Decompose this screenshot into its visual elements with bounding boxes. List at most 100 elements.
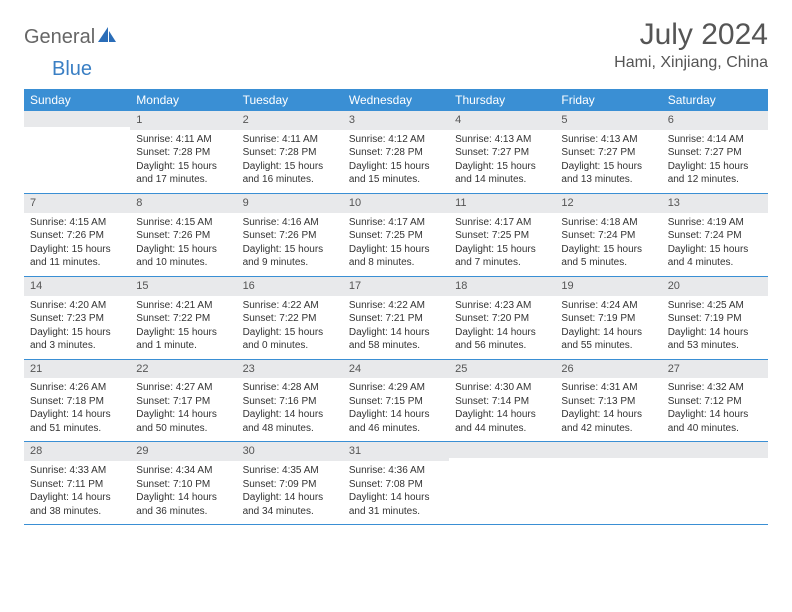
day-body: Sunrise: 4:23 AMSunset: 7:20 PMDaylight:… xyxy=(449,296,555,359)
sunset-text: Sunset: 7:26 PM xyxy=(243,229,337,243)
day-header: Saturday xyxy=(662,89,768,111)
sunset-text: Sunset: 7:28 PM xyxy=(349,146,443,160)
day-body: Sunrise: 4:25 AMSunset: 7:19 PMDaylight:… xyxy=(662,296,768,359)
logo-text-general: General xyxy=(24,26,95,49)
daylight-text: Daylight: 15 hours and 1 minute. xyxy=(136,326,230,353)
sunrise-text: Sunrise: 4:20 AM xyxy=(30,299,124,313)
sunset-text: Sunset: 7:16 PM xyxy=(243,395,337,409)
calendar-week-row: 28Sunrise: 4:33 AMSunset: 7:11 PMDayligh… xyxy=(24,442,768,525)
day-body: Sunrise: 4:28 AMSunset: 7:16 PMDaylight:… xyxy=(237,378,343,441)
sunrise-text: Sunrise: 4:26 AM xyxy=(30,381,124,395)
day-header: Wednesday xyxy=(343,89,449,111)
day-number: 17 xyxy=(343,277,449,296)
day-body: Sunrise: 4:18 AMSunset: 7:24 PMDaylight:… xyxy=(555,213,661,276)
daylight-text: Daylight: 14 hours and 56 minutes. xyxy=(455,326,549,353)
day-header: Monday xyxy=(130,89,236,111)
sunrise-text: Sunrise: 4:30 AM xyxy=(455,381,549,395)
sunrise-text: Sunrise: 4:32 AM xyxy=(668,381,762,395)
day-body: Sunrise: 4:34 AMSunset: 7:10 PMDaylight:… xyxy=(130,461,236,524)
sunset-text: Sunset: 7:10 PM xyxy=(136,478,230,492)
daylight-text: Daylight: 15 hours and 0 minutes. xyxy=(243,326,337,353)
sunset-text: Sunset: 7:19 PM xyxy=(561,312,655,326)
day-body: Sunrise: 4:22 AMSunset: 7:21 PMDaylight:… xyxy=(343,296,449,359)
sunrise-text: Sunrise: 4:22 AM xyxy=(349,299,443,313)
sunrise-text: Sunrise: 4:33 AM xyxy=(30,464,124,478)
calendar-day-cell: 8Sunrise: 4:15 AMSunset: 7:26 PMDaylight… xyxy=(130,193,236,276)
day-number: 26 xyxy=(555,360,661,379)
calendar-day-cell: 23Sunrise: 4:28 AMSunset: 7:16 PMDayligh… xyxy=(237,359,343,442)
daylight-text: Daylight: 14 hours and 40 minutes. xyxy=(668,408,762,435)
day-body: Sunrise: 4:15 AMSunset: 7:26 PMDaylight:… xyxy=(130,213,236,276)
day-number: 10 xyxy=(343,194,449,213)
day-body: Sunrise: 4:13 AMSunset: 7:27 PMDaylight:… xyxy=(449,130,555,193)
calendar-day-cell: 30Sunrise: 4:35 AMSunset: 7:09 PMDayligh… xyxy=(237,442,343,525)
day-number: 24 xyxy=(343,360,449,379)
day-number: 20 xyxy=(662,277,768,296)
day-number: 13 xyxy=(662,194,768,213)
daylight-text: Daylight: 15 hours and 14 minutes. xyxy=(455,160,549,187)
calendar-day-cell: 20Sunrise: 4:25 AMSunset: 7:19 PMDayligh… xyxy=(662,276,768,359)
sunrise-text: Sunrise: 4:35 AM xyxy=(243,464,337,478)
sunrise-text: Sunrise: 4:29 AM xyxy=(349,381,443,395)
day-body: Sunrise: 4:12 AMSunset: 7:28 PMDaylight:… xyxy=(343,130,449,193)
daylight-text: Daylight: 14 hours and 31 minutes. xyxy=(349,491,443,518)
day-number: 6 xyxy=(662,111,768,130)
sunset-text: Sunset: 7:27 PM xyxy=(561,146,655,160)
day-body xyxy=(662,458,768,518)
sunrise-text: Sunrise: 4:31 AM xyxy=(561,381,655,395)
daylight-text: Daylight: 15 hours and 8 minutes. xyxy=(349,243,443,270)
sunset-text: Sunset: 7:21 PM xyxy=(349,312,443,326)
calendar-day-cell: 10Sunrise: 4:17 AMSunset: 7:25 PMDayligh… xyxy=(343,193,449,276)
daylight-text: Daylight: 14 hours and 36 minutes. xyxy=(136,491,230,518)
day-number xyxy=(24,111,130,127)
day-number: 14 xyxy=(24,277,130,296)
day-number: 11 xyxy=(449,194,555,213)
sunrise-text: Sunrise: 4:13 AM xyxy=(561,133,655,147)
daylight-text: Daylight: 15 hours and 15 minutes. xyxy=(349,160,443,187)
sunset-text: Sunset: 7:28 PM xyxy=(243,146,337,160)
calendar-day-cell: 14Sunrise: 4:20 AMSunset: 7:23 PMDayligh… xyxy=(24,276,130,359)
day-body: Sunrise: 4:27 AMSunset: 7:17 PMDaylight:… xyxy=(130,378,236,441)
sunrise-text: Sunrise: 4:15 AM xyxy=(136,216,230,230)
sunset-text: Sunset: 7:12 PM xyxy=(668,395,762,409)
month-title: July 2024 xyxy=(614,18,768,52)
sunrise-text: Sunrise: 4:18 AM xyxy=(561,216,655,230)
day-number: 21 xyxy=(24,360,130,379)
sunrise-text: Sunrise: 4:13 AM xyxy=(455,133,549,147)
calendar-day-cell: 25Sunrise: 4:30 AMSunset: 7:14 PMDayligh… xyxy=(449,359,555,442)
sunset-text: Sunset: 7:27 PM xyxy=(668,146,762,160)
day-number: 16 xyxy=(237,277,343,296)
calendar-day-cell: 12Sunrise: 4:18 AMSunset: 7:24 PMDayligh… xyxy=(555,193,661,276)
logo-text-blue: Blue xyxy=(52,58,92,80)
day-number: 4 xyxy=(449,111,555,130)
day-number: 29 xyxy=(130,442,236,461)
sunrise-text: Sunrise: 4:12 AM xyxy=(349,133,443,147)
daylight-text: Daylight: 15 hours and 16 minutes. xyxy=(243,160,337,187)
day-body: Sunrise: 4:32 AMSunset: 7:12 PMDaylight:… xyxy=(662,378,768,441)
day-body: Sunrise: 4:21 AMSunset: 7:22 PMDaylight:… xyxy=(130,296,236,359)
sunrise-text: Sunrise: 4:25 AM xyxy=(668,299,762,313)
daylight-text: Daylight: 15 hours and 4 minutes. xyxy=(668,243,762,270)
calendar-day-cell xyxy=(555,442,661,525)
calendar-day-cell: 17Sunrise: 4:22 AMSunset: 7:21 PMDayligh… xyxy=(343,276,449,359)
sunset-text: Sunset: 7:27 PM xyxy=(455,146,549,160)
day-body: Sunrise: 4:30 AMSunset: 7:14 PMDaylight:… xyxy=(449,378,555,441)
calendar-day-cell: 6Sunrise: 4:14 AMSunset: 7:27 PMDaylight… xyxy=(662,111,768,193)
day-number xyxy=(555,442,661,458)
sunset-text: Sunset: 7:17 PM xyxy=(136,395,230,409)
day-number: 8 xyxy=(130,194,236,213)
day-number xyxy=(662,442,768,458)
calendar-day-cell: 24Sunrise: 4:29 AMSunset: 7:15 PMDayligh… xyxy=(343,359,449,442)
calendar-week-row: 21Sunrise: 4:26 AMSunset: 7:18 PMDayligh… xyxy=(24,359,768,442)
sunset-text: Sunset: 7:24 PM xyxy=(561,229,655,243)
calendar-day-cell: 29Sunrise: 4:34 AMSunset: 7:10 PMDayligh… xyxy=(130,442,236,525)
daylight-text: Daylight: 14 hours and 51 minutes. xyxy=(30,408,124,435)
day-body: Sunrise: 4:17 AMSunset: 7:25 PMDaylight:… xyxy=(449,213,555,276)
calendar-day-cell: 27Sunrise: 4:32 AMSunset: 7:12 PMDayligh… xyxy=(662,359,768,442)
sunrise-text: Sunrise: 4:17 AM xyxy=(349,216,443,230)
day-number: 27 xyxy=(662,360,768,379)
day-body: Sunrise: 4:33 AMSunset: 7:11 PMDaylight:… xyxy=(24,461,130,524)
calendar-day-cell xyxy=(662,442,768,525)
day-body: Sunrise: 4:31 AMSunset: 7:13 PMDaylight:… xyxy=(555,378,661,441)
calendar-day-cell: 1Sunrise: 4:11 AMSunset: 7:28 PMDaylight… xyxy=(130,111,236,193)
